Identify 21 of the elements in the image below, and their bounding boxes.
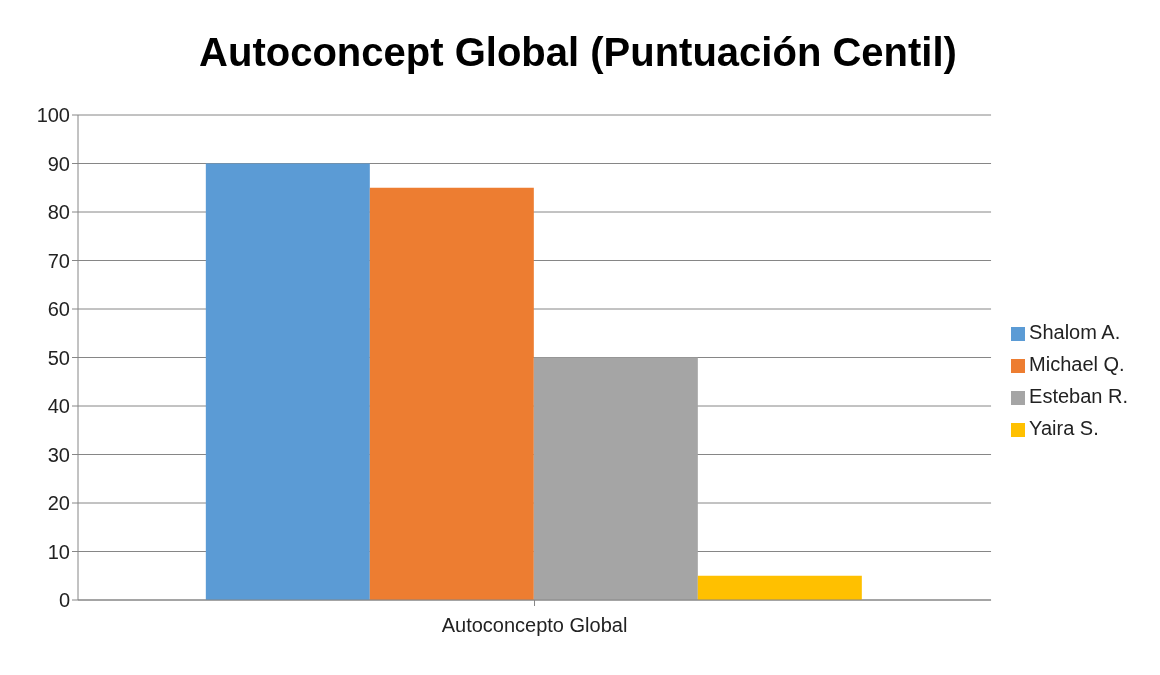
y-tick-label: 60 bbox=[47, 298, 70, 321]
y-tick-label: 40 bbox=[47, 395, 70, 418]
y-tick-label: 20 bbox=[47, 492, 70, 515]
bar bbox=[369, 187, 534, 600]
y-tick-label: 30 bbox=[47, 443, 70, 466]
y-tick-label: 100 bbox=[36, 104, 70, 127]
legend-label: Esteban R. bbox=[1029, 385, 1128, 407]
bar bbox=[205, 163, 370, 600]
y-tick-label: 70 bbox=[47, 249, 70, 272]
bar bbox=[697, 575, 862, 600]
legend-label: Yaira S. bbox=[1029, 417, 1099, 439]
legend-label: Shalom A. bbox=[1029, 321, 1121, 343]
x-tick-label: Autoconcepto Global bbox=[441, 614, 628, 637]
y-tick-label: 0 bbox=[58, 589, 70, 612]
chart-title: Autoconcept Global (Puntuación Centil) bbox=[198, 30, 958, 76]
y-tick-label: 50 bbox=[47, 346, 70, 369]
y-tick-label: 10 bbox=[47, 540, 70, 563]
legend-label: Michael Q. bbox=[1029, 353, 1125, 375]
y-tick-label: 80 bbox=[47, 201, 70, 224]
y-tick-label: 90 bbox=[47, 152, 70, 175]
bar bbox=[533, 357, 698, 600]
